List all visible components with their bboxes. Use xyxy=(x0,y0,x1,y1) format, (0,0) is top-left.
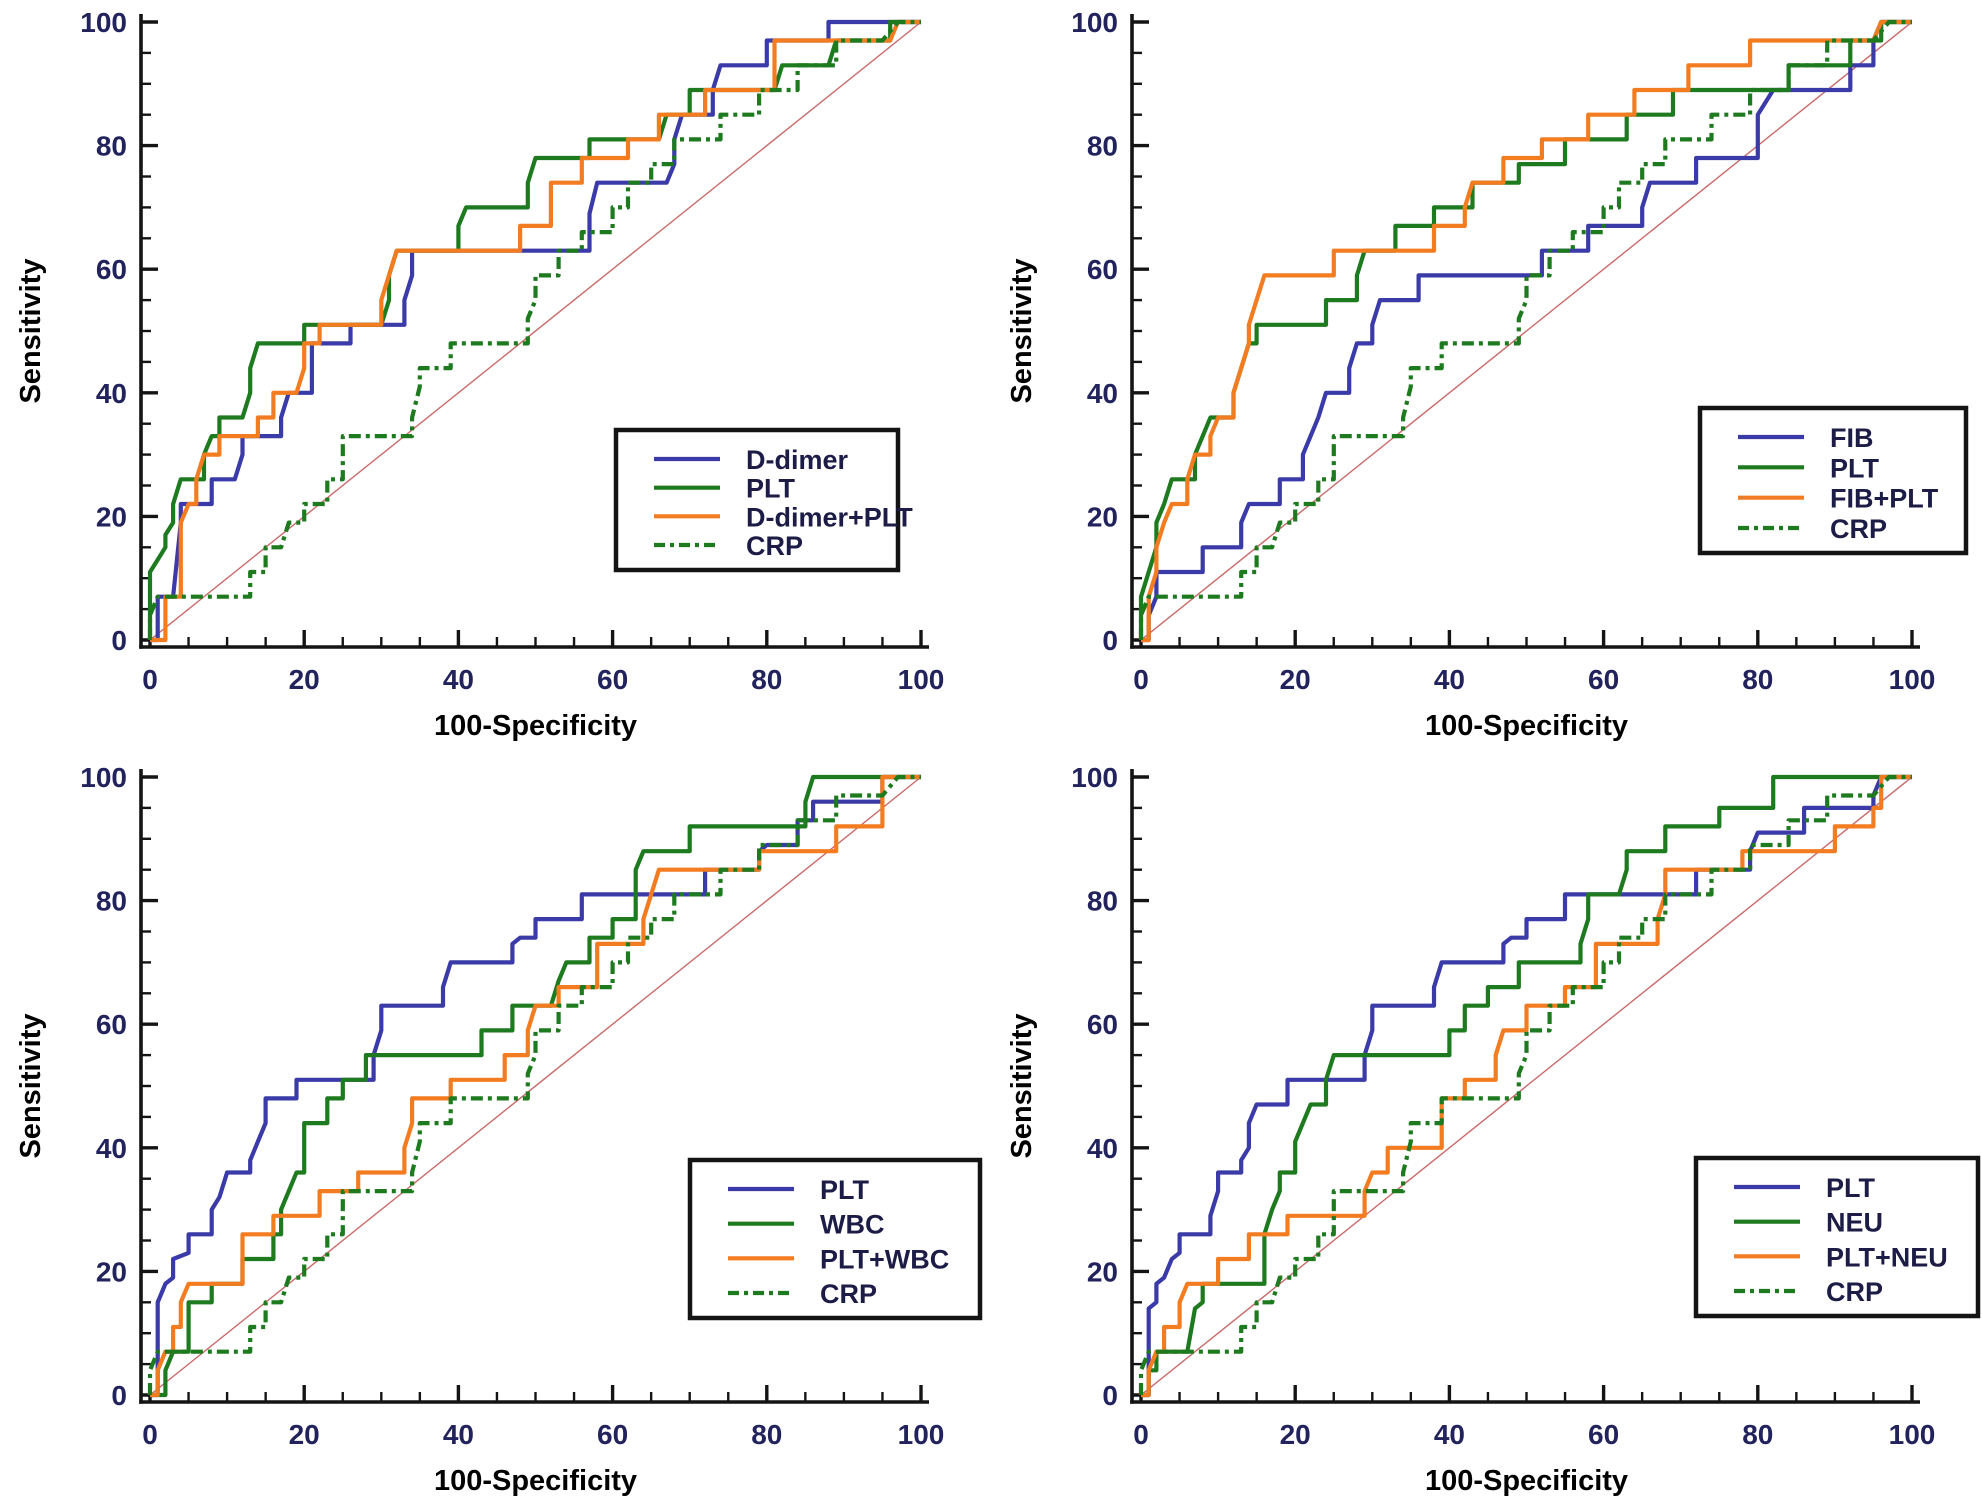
y-tick-label: 0 xyxy=(111,1380,127,1411)
y-tick-label: 100 xyxy=(80,7,127,38)
y-tick-label: 20 xyxy=(1087,1256,1118,1287)
legend-label: NEU xyxy=(1826,1208,1883,1238)
roc-curve-fib-plt xyxy=(1141,19,1912,643)
x-tick-label: 80 xyxy=(751,1419,782,1450)
y-tick-label: 80 xyxy=(96,131,127,162)
roc-chart-top-left: 0 20 40 60 80 100 0 20 40 60 80 100 100-Specificity S… xyxy=(15,7,945,742)
legend-label: CRP xyxy=(746,531,803,561)
y-tick-label: 100 xyxy=(1071,7,1118,38)
roc-panel-bottom-right: 0 20 40 60 80 100 0 20 40 60 80 100 100-Specificity S… xyxy=(991,755,1982,1510)
x-tick-label: 100 xyxy=(1889,1419,1936,1450)
y-axis-title: Sensitivity xyxy=(1006,258,1038,403)
x-tick-label: 0 xyxy=(1133,1419,1149,1450)
x-tick-label: 40 xyxy=(443,664,474,695)
x-tick-label: 60 xyxy=(1588,664,1619,695)
x-axis-title: 100-Specificity xyxy=(1425,1465,1628,1497)
x-tick-label: 100 xyxy=(898,1419,945,1450)
roc-panel-top-left: 0 20 40 60 80 100 0 20 40 60 80 100 100-Specificity S… xyxy=(0,0,991,755)
x-tick-label: 80 xyxy=(751,664,782,695)
roc-curve-plt xyxy=(150,774,921,1398)
roc-curve-d-dimer-plt xyxy=(150,19,921,643)
y-tick-label: 20 xyxy=(96,501,127,532)
roc-chart-bottom-left: 0 20 40 60 80 100 0 20 40 60 80 100 100-Specificity S… xyxy=(15,762,983,1497)
y-tick-label: 60 xyxy=(96,254,127,285)
reference-diagonal xyxy=(1140,776,1913,1396)
y-tick-label: 80 xyxy=(96,886,127,917)
x-tick-label: 60 xyxy=(597,664,628,695)
roc-curve-fib xyxy=(1141,19,1912,643)
y-tick-label: 40 xyxy=(96,378,127,409)
y-tick-label: 20 xyxy=(1087,501,1118,532)
legend-label: PLT xyxy=(1830,453,1879,483)
reference-diagonal xyxy=(149,776,922,1396)
legend-label: PLT xyxy=(820,1175,869,1205)
y-tick-label: 40 xyxy=(1087,378,1118,409)
legend-label: FIB+PLT xyxy=(1830,484,1939,514)
legend-label: CRP xyxy=(820,1279,877,1309)
reference-diagonal xyxy=(1140,21,1913,641)
legend-label: PLT+WBC xyxy=(820,1244,949,1274)
roc-curve-crp xyxy=(147,774,921,1395)
y-tick-label: 60 xyxy=(96,1009,127,1040)
x-tick-label: 40 xyxy=(1434,1419,1465,1450)
x-tick-label: 100 xyxy=(1889,664,1936,695)
y-tick-label: 100 xyxy=(80,762,127,793)
roc-curve-crp xyxy=(147,19,921,640)
x-tick-label: 60 xyxy=(597,1419,628,1450)
reference-diagonal xyxy=(149,21,922,641)
y-tick-label: 40 xyxy=(1087,1133,1118,1164)
legend-label: WBC xyxy=(820,1210,884,1240)
x-tick-label: 20 xyxy=(289,664,320,695)
legend-label: CRP xyxy=(1826,1277,1883,1307)
x-tick-label: 0 xyxy=(1133,664,1149,695)
legend-label: FIB xyxy=(1830,423,1874,453)
x-axis-title: 100-Specificity xyxy=(434,710,637,742)
y-tick-label: 0 xyxy=(111,625,127,656)
x-tick-label: 20 xyxy=(1280,1419,1311,1450)
y-tick-label: 40 xyxy=(96,1133,127,1164)
x-tick-label: 80 xyxy=(1742,664,1773,695)
roc-curve-plt-wbc xyxy=(150,774,921,1398)
x-tick-label: 100 xyxy=(898,664,945,695)
y-tick-label: 0 xyxy=(1102,1380,1118,1411)
y-axis-title: Sensitivity xyxy=(15,1013,47,1158)
y-tick-label: 60 xyxy=(1087,254,1118,285)
legend-label: PLT xyxy=(746,474,795,504)
y-tick-label: 0 xyxy=(1102,625,1118,656)
roc-panel-top-right: 0 20 40 60 80 100 0 20 40 60 80 100 100-Specificity S… xyxy=(991,0,1982,755)
y-tick-label: 60 xyxy=(1087,1009,1118,1040)
x-tick-label: 60 xyxy=(1588,1419,1619,1450)
legend-label: D-dimer xyxy=(746,445,849,475)
roc-curve-crp xyxy=(1138,774,1912,1395)
legend-label: PLT xyxy=(1826,1173,1875,1203)
x-tick-label: 40 xyxy=(1434,664,1465,695)
x-tick-label: 40 xyxy=(443,1419,474,1450)
roc-curve-neu xyxy=(1141,774,1912,1398)
x-tick-label: 0 xyxy=(142,1419,158,1450)
roc-panel-bottom-left: 0 20 40 60 80 100 0 20 40 60 80 100 100-Specificity S… xyxy=(0,755,991,1510)
roc-chart-bottom-right: 0 20 40 60 80 100 0 20 40 60 80 100 100-Specificity S… xyxy=(1006,762,1981,1497)
legend-label: CRP xyxy=(1830,514,1887,544)
x-tick-label: 20 xyxy=(289,1419,320,1450)
x-tick-label: 0 xyxy=(142,664,158,695)
roc-curve-crp xyxy=(1138,19,1912,640)
x-axis-title: 100-Specificity xyxy=(434,1465,637,1497)
y-tick-label: 80 xyxy=(1087,131,1118,162)
legend-label: PLT+NEU xyxy=(1826,1242,1948,1272)
x-tick-label: 80 xyxy=(1742,1419,1773,1450)
y-tick-label: 20 xyxy=(96,1256,127,1287)
legend-label: D-dimer+PLT xyxy=(746,502,913,532)
x-axis-title: 100-Specificity xyxy=(1425,710,1628,742)
y-tick-label: 100 xyxy=(1071,762,1118,793)
roc-curve-plt-neu xyxy=(1141,774,1912,1398)
x-tick-label: 20 xyxy=(1280,664,1311,695)
y-axis-title: Sensitivity xyxy=(15,258,47,403)
y-tick-label: 80 xyxy=(1087,886,1118,917)
y-axis-title: Sensitivity xyxy=(1006,1013,1038,1158)
roc-chart-top-right: 0 20 40 60 80 100 0 20 40 60 80 100 100-Specificity S… xyxy=(1006,7,1969,742)
